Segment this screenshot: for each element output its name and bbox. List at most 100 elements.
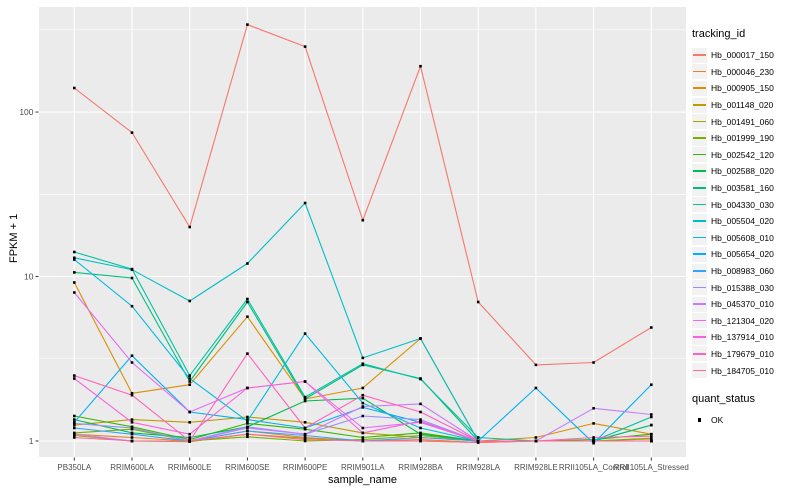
data-point: [130, 436, 134, 439]
data-point: [419, 64, 422, 68]
data-point: [650, 413, 653, 416]
data-point: [130, 418, 134, 421]
data-point: [73, 426, 76, 430]
legend-title: tracking_id: [692, 28, 746, 40]
data-point: [361, 396, 365, 400]
x-tick-label: RRIM600LE: [168, 463, 212, 472]
data-point: [534, 363, 538, 367]
data-point: [303, 439, 307, 443]
x-tick-label: RRIM928BA: [398, 463, 443, 472]
data-point: [246, 300, 249, 304]
x-tick-label: RRIM600LA: [110, 463, 154, 472]
legend-item-label: OK: [711, 415, 724, 426]
data-point: [592, 407, 595, 410]
data-point: [246, 419, 249, 423]
data-point: [246, 315, 249, 318]
data-point: [246, 386, 249, 390]
x-tick-label: RRII105LA_Stressed: [614, 463, 689, 472]
legend-item-Hb_000017_150: Hb_000017_150: [692, 47, 798, 64]
data-point: [303, 438, 307, 441]
legend-key-icon: [692, 64, 707, 80]
legend-key-icon: [692, 47, 707, 63]
x-tick-label: PB350LA: [57, 463, 91, 472]
data-point: [188, 439, 191, 443]
legend: tracking_id Hb_000017_150 Hb_000046_230 Hb…: [692, 28, 798, 428]
data-point: [650, 432, 653, 436]
data-point: [419, 436, 422, 439]
data-point: [361, 426, 365, 430]
axis-ticks: [35, 111, 652, 461]
data-point: [592, 439, 595, 443]
legend-item-Hb_003581_160: Hb_003581_160: [692, 180, 798, 197]
data-point: [361, 393, 365, 397]
legend-item-label: Hb_008983_060: [711, 266, 774, 277]
data-point: [130, 354, 134, 357]
data-point: [73, 432, 76, 436]
data-point: [534, 436, 538, 439]
legend-quant-section: quant_status OK: [692, 393, 798, 429]
data-point: [246, 418, 249, 421]
data-point: [419, 337, 422, 340]
point-marker-icon: [692, 413, 707, 428]
data-point: [130, 393, 134, 397]
data-point: [130, 268, 134, 271]
data-point: [246, 426, 249, 430]
legend-item-Hb_000905_150: Hb_000905_150: [692, 80, 798, 97]
y-axis-title: FPKM + 1: [8, 213, 20, 263]
legend-key-icon: [692, 147, 707, 163]
data-point: [303, 426, 307, 430]
legend-item-quant-OK: OK: [692, 412, 798, 429]
data-point: [650, 326, 653, 329]
data-point: [73, 271, 76, 274]
data-point: [246, 262, 249, 265]
data-point: [246, 422, 249, 425]
data-point: [73, 281, 76, 284]
data-point: [303, 395, 307, 399]
legend-key-icon: [692, 296, 707, 312]
data-point: [303, 380, 307, 383]
legend-item-label: Hb_001148_020: [711, 100, 774, 111]
x-tick-label: RRII105LA_Control: [559, 463, 629, 472]
data-point: [188, 299, 191, 303]
legend-item-label: Hb_003581_160: [711, 183, 774, 194]
legend-item-label: Hb_179679_010: [711, 348, 774, 359]
legend-key-icon: [692, 313, 707, 329]
data-point: [361, 431, 365, 435]
data-point: [592, 438, 595, 441]
y-tick-label: 10: [24, 272, 34, 282]
data-point: [73, 377, 76, 380]
data-point: [73, 422, 76, 425]
data-point: [303, 432, 307, 436]
legend-key-icon: [692, 114, 707, 130]
data-point: [130, 439, 134, 443]
data-point: [188, 432, 191, 436]
data-point: [592, 361, 595, 364]
data-point: [592, 436, 595, 439]
data-point: [650, 439, 653, 443]
legend-items: Hb_000017_150 Hb_000046_230 Hb_000905_150 H…: [692, 47, 798, 379]
data-point: [419, 377, 422, 381]
data-point: [361, 401, 365, 405]
data-point: [246, 297, 249, 301]
x-tick-labels: PB350LA RRIM600LA RRIM600LE RRIM600SE RRIM60…: [57, 463, 688, 472]
legend-item-Hb_015388_030: Hb_015388_030: [692, 279, 798, 296]
legend-key-icon: [692, 197, 707, 213]
data-point: [246, 435, 249, 439]
data-point: [73, 374, 76, 377]
legend-item-Hb_008983_060: Hb_008983_060: [692, 263, 798, 280]
legend-item-Hb_002542_120: Hb_002542_120: [692, 147, 798, 164]
data-point: [73, 418, 76, 421]
data-point: [188, 410, 191, 414]
data-point: [188, 421, 191, 424]
data-point: [73, 256, 76, 260]
data-point: [130, 304, 134, 308]
legend-item-label: Hb_121304_020: [711, 315, 774, 326]
data-point: [188, 377, 191, 380]
data-point: [476, 300, 480, 304]
data-point: [361, 218, 365, 222]
data-point: [534, 386, 538, 390]
data-points: [73, 23, 653, 445]
data-point: [476, 436, 480, 439]
data-point: [303, 436, 307, 440]
legend-key-icon: [692, 346, 707, 362]
